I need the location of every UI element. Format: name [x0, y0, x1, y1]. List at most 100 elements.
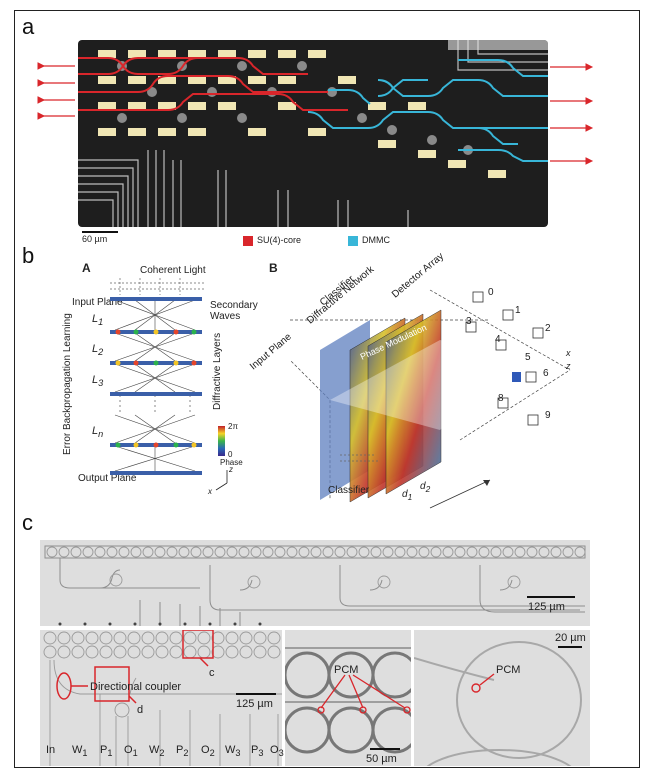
port-o1-letter: O	[124, 744, 133, 756]
micrograph-top	[40, 540, 590, 626]
digit-1: 1	[515, 305, 521, 316]
top-scale-bar	[527, 596, 575, 598]
digit-4: 4	[495, 334, 501, 345]
port-p2: P2	[176, 744, 188, 758]
annotation-c-label: c	[209, 667, 215, 679]
panel-a-scale-label: 60 µm	[82, 234, 108, 244]
d1-letter: d	[402, 489, 408, 500]
port-w2: W2	[149, 744, 164, 758]
layer-label-1: L1	[92, 313, 103, 327]
layer-sub-3: 3	[98, 378, 104, 389]
micrograph-bm-drawing	[285, 647, 411, 754]
port-o2-letter: O	[201, 744, 210, 756]
port-o2-sub: 2	[209, 748, 215, 759]
colorbar-phase-label: Phase	[220, 458, 243, 467]
port-w3: W3	[225, 744, 240, 758]
d2-sub: 2	[425, 484, 431, 494]
panel-label-a: a	[22, 14, 35, 39]
port-w3-sub: 3	[235, 748, 241, 759]
figure-frame	[14, 10, 640, 768]
d1-label: d1	[402, 489, 412, 502]
d1-sub: 1	[407, 492, 413, 502]
axis-x-label-A: x	[208, 487, 212, 496]
legend-label-su4: SU(4)-core	[257, 235, 302, 245]
directional-coupler-label: Directional coupler	[90, 681, 182, 693]
phase-colorbar	[218, 426, 225, 456]
digit-2: 2	[545, 323, 551, 334]
port-o2: O2	[201, 744, 215, 758]
micrograph-bottom-middle	[285, 630, 411, 766]
port-w2-letter: W	[149, 744, 160, 756]
layer-letter-n: L	[92, 425, 99, 437]
error-backprop-label: Error Backpropagation Learning	[62, 313, 73, 455]
d2-letter: d	[420, 481, 426, 492]
axis-z-label-B: z	[566, 361, 571, 371]
active-detector	[512, 372, 521, 382]
port-o3-letter: O	[270, 744, 279, 756]
colorbar-bottom-label: 0	[228, 450, 233, 459]
digit-3: 3	[466, 316, 472, 327]
layer-letter-2: L	[92, 343, 99, 355]
layer-sub-2: 2	[98, 347, 104, 358]
top-scale-label: 125 µm	[528, 601, 565, 613]
subpanel-label-B: B	[269, 261, 278, 275]
port-p1-letter: P	[100, 744, 108, 756]
chip-arrows	[37, 62, 594, 165]
port-o3-sub: 3	[278, 748, 284, 759]
digit-8: 8	[498, 393, 504, 404]
layer-sub-1: 1	[98, 317, 104, 328]
micrograph-br-drawing	[414, 641, 582, 766]
panel-label-b: b	[22, 243, 35, 268]
port-p3: P3	[251, 744, 263, 758]
output-plane-label: Output Plane	[78, 473, 137, 484]
coherent-light-label: Coherent Light	[140, 265, 206, 276]
port-o1: O1	[124, 744, 138, 758]
port-p3-sub: 3	[258, 748, 264, 759]
port-p1-sub: 1	[107, 748, 113, 759]
micrograph-bl-drawing	[43, 630, 282, 766]
axis-z-label-A: z	[229, 465, 233, 474]
right-scale-label: 20 µm	[555, 632, 586, 644]
legend-swatch-su4	[243, 236, 253, 246]
port-w3-letter: W	[225, 744, 236, 756]
port-o3: O3	[270, 744, 284, 758]
port-p1: P1	[100, 744, 112, 758]
classifier-bottom-label: Classifier	[328, 485, 370, 496]
panel-label-c: c	[22, 510, 33, 535]
digit-9: 9	[545, 410, 551, 421]
port-w2-sub: 2	[159, 748, 165, 759]
right-pcm-label: PCM	[496, 664, 521, 676]
layer-sub-n: n	[98, 429, 104, 440]
port-p3-letter: P	[251, 744, 259, 756]
micrograph-bottom-right	[414, 630, 590, 766]
mid-scale-bar	[370, 748, 400, 750]
input-plane-label-A: Input Plane	[72, 297, 123, 308]
mid-scale-label: 50 µm	[366, 753, 397, 765]
axis-x-label-B: x	[566, 348, 571, 358]
bl-scale-label: 125 µm	[236, 698, 273, 710]
digit-0: 0	[488, 287, 494, 298]
port-w1: W1	[72, 744, 87, 758]
port-o1-sub: 1	[132, 748, 138, 759]
port-p2-sub: 2	[183, 748, 189, 759]
layer-label-3: L3	[92, 374, 103, 388]
secondary-waves-label: Secondary Waves	[210, 300, 258, 322]
photonic-chip-micrograph	[78, 40, 548, 227]
port-w1-letter: W	[72, 744, 83, 756]
port-p2-letter: P	[176, 744, 184, 756]
legend-label-dmmc: DMMC	[362, 235, 390, 245]
layer-label-n: Ln	[92, 425, 103, 439]
chip-circuit	[78, 40, 548, 227]
axis-icon-A	[215, 470, 228, 491]
diffractive-layers-label: Diffractive Layers	[212, 332, 223, 410]
digit-5: 5	[525, 352, 531, 363]
annotation-d-label: d	[137, 704, 144, 716]
diffractive-network-diagram	[110, 278, 205, 475]
micrograph-top-drawing	[44, 545, 586, 626]
right-scale-bar	[558, 646, 582, 648]
digit-6: 6	[543, 368, 549, 379]
layer-letter-1: L	[92, 313, 99, 325]
d2-label: d2	[420, 481, 430, 494]
colorbar-top-label: 2π	[228, 422, 238, 431]
subpanel-label-A: A	[82, 261, 91, 275]
